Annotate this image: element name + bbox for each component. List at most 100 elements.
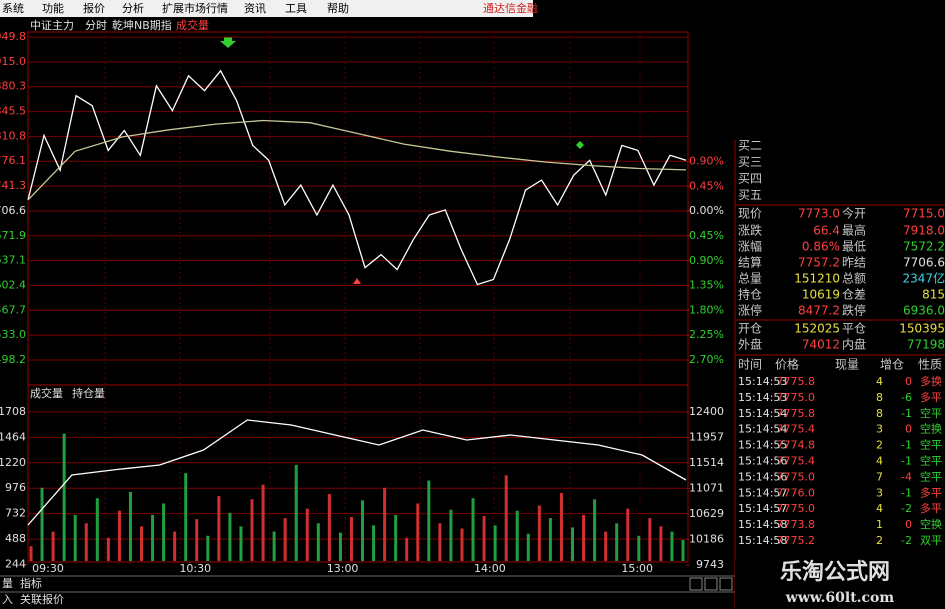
volume-bar (95, 498, 99, 561)
y-tick-label: 498.2 (0, 353, 26, 366)
volume-bar (526, 533, 530, 561)
tab[interactable]: 指标 (20, 576, 42, 590)
y-tick-label: 567.7 (0, 303, 26, 316)
y2-tick-label: 11957 (689, 431, 724, 444)
trade-qty: 1 (876, 518, 883, 531)
quote-value: 152025 (794, 322, 840, 336)
trade-oi: -4 (901, 470, 912, 483)
volume-bar (261, 484, 265, 561)
tab[interactable]: 入 (2, 593, 13, 606)
line-series (27, 119, 687, 201)
trade-qty: 2 (876, 534, 883, 547)
quote-label: 平仓 (842, 322, 866, 336)
quote-value: 151210 (794, 272, 840, 286)
quote-label: 总量 (738, 272, 762, 286)
volume-bar (195, 519, 199, 561)
trade-qty: 2 (876, 439, 883, 452)
y-tick-label: 244 (5, 558, 26, 571)
volume-bar (471, 498, 475, 561)
y-tick-label: 976 (5, 481, 26, 494)
volume-bar (283, 518, 287, 561)
trade-oi: -6 (901, 391, 912, 404)
trade-type: 双平 (920, 534, 942, 547)
quote-value: 0.86% (802, 240, 840, 254)
y2-tick-label: 9743 (696, 558, 724, 571)
volume-bar (593, 499, 597, 561)
menu-item[interactable]: 扩展市场行情 (162, 1, 228, 15)
trade-time: 15:14:55 (738, 439, 787, 452)
pane-label: 成交量 (30, 386, 63, 400)
menu-item[interactable]: 资讯 (244, 2, 266, 15)
tab[interactable]: 关联报价 (20, 592, 64, 606)
volume-bar (338, 532, 342, 561)
volume-bar (51, 531, 55, 561)
volume-bar (427, 480, 431, 561)
trade-time: 15:14:54 (738, 423, 787, 436)
volume-bar (162, 503, 166, 561)
x-tick-label: 15:00 (621, 562, 653, 575)
trade-oi: -1 (901, 439, 912, 452)
volume-bar (184, 473, 188, 561)
volume-bar (140, 526, 144, 561)
menu-item[interactable]: 系统 (2, 2, 24, 15)
quote-value: 7918.0 (903, 224, 945, 238)
volume-bar (416, 503, 420, 561)
trade-qty: 3 (876, 486, 883, 499)
trade-price: 7775.0 (777, 502, 816, 515)
quote-label: 内盘 (842, 337, 866, 352)
nav-button[interactable] (704, 577, 718, 591)
volume-bar (29, 546, 33, 561)
y2-tick-label: 10629 (689, 507, 724, 520)
y-tick-label: 741.3 (0, 179, 26, 192)
volume-bar (361, 500, 365, 561)
y2-tick-label: 1.80% (689, 303, 724, 316)
trade-type: 空平 (920, 454, 942, 468)
volume-bar (659, 526, 663, 561)
top-right-cover (690, 20, 945, 140)
volume-bar (106, 537, 110, 561)
menu-item[interactable]: 功能 (42, 1, 64, 15)
trade-price: 7774.8 (777, 439, 816, 452)
nav-button[interactable] (719, 577, 733, 591)
y-tick-label: 1464 (0, 430, 26, 443)
trade-time: 15:14:58 (738, 534, 787, 547)
pane-label: 持仓量 (72, 386, 105, 400)
menu-item[interactable]: 帮助 (327, 1, 349, 15)
quote-label: 结算 (738, 255, 762, 270)
y-tick-label: 671.9 (0, 229, 26, 242)
trades-header: 增仓 (880, 358, 904, 372)
quote-label: 开仓 (738, 322, 762, 336)
volume-bar (626, 508, 630, 561)
buy-level: 买三 (738, 155, 762, 169)
quote-value: 815 (922, 288, 945, 302)
quote-value: 7715.0 (903, 207, 945, 221)
volume-bar (493, 525, 497, 561)
y2-tick-label: 0.45% (689, 229, 724, 242)
volume-bar (438, 523, 442, 561)
trade-oi: 0 (905, 423, 912, 436)
volume-bar (504, 475, 508, 561)
trade-time: 15:14:57 (738, 486, 787, 499)
volume-bar (327, 494, 331, 561)
menu-item[interactable]: 工具 (285, 2, 307, 15)
volume-bar (383, 487, 387, 561)
nav-button[interactable] (689, 577, 703, 591)
trade-qty: 8 (876, 391, 883, 404)
trade-qty: 3 (876, 423, 883, 436)
menu-item[interactable]: 报价 (83, 1, 105, 15)
trade-price: 7773.8 (777, 518, 816, 531)
trade-price: 7775.4 (777, 455, 816, 468)
y-tick-label: 880.3 (0, 80, 26, 93)
menu-item[interactable]: 分析 (122, 1, 144, 15)
trade-price: 7775.8 (777, 375, 816, 388)
volume-bar (460, 528, 464, 561)
chart-header: 乾坤NB期指 (112, 18, 172, 32)
y2-tick-label: 2.70% (689, 353, 724, 366)
y2-tick-label: 0.90% (689, 254, 724, 267)
quote-label: 持仓 (738, 287, 762, 302)
trades-header: 现量 (835, 358, 859, 372)
tab[interactable]: 量 (2, 577, 13, 590)
chart-header: 中证主力 (30, 19, 74, 32)
volume-bar (73, 514, 77, 561)
quote-value: 7757.2 (798, 256, 840, 270)
